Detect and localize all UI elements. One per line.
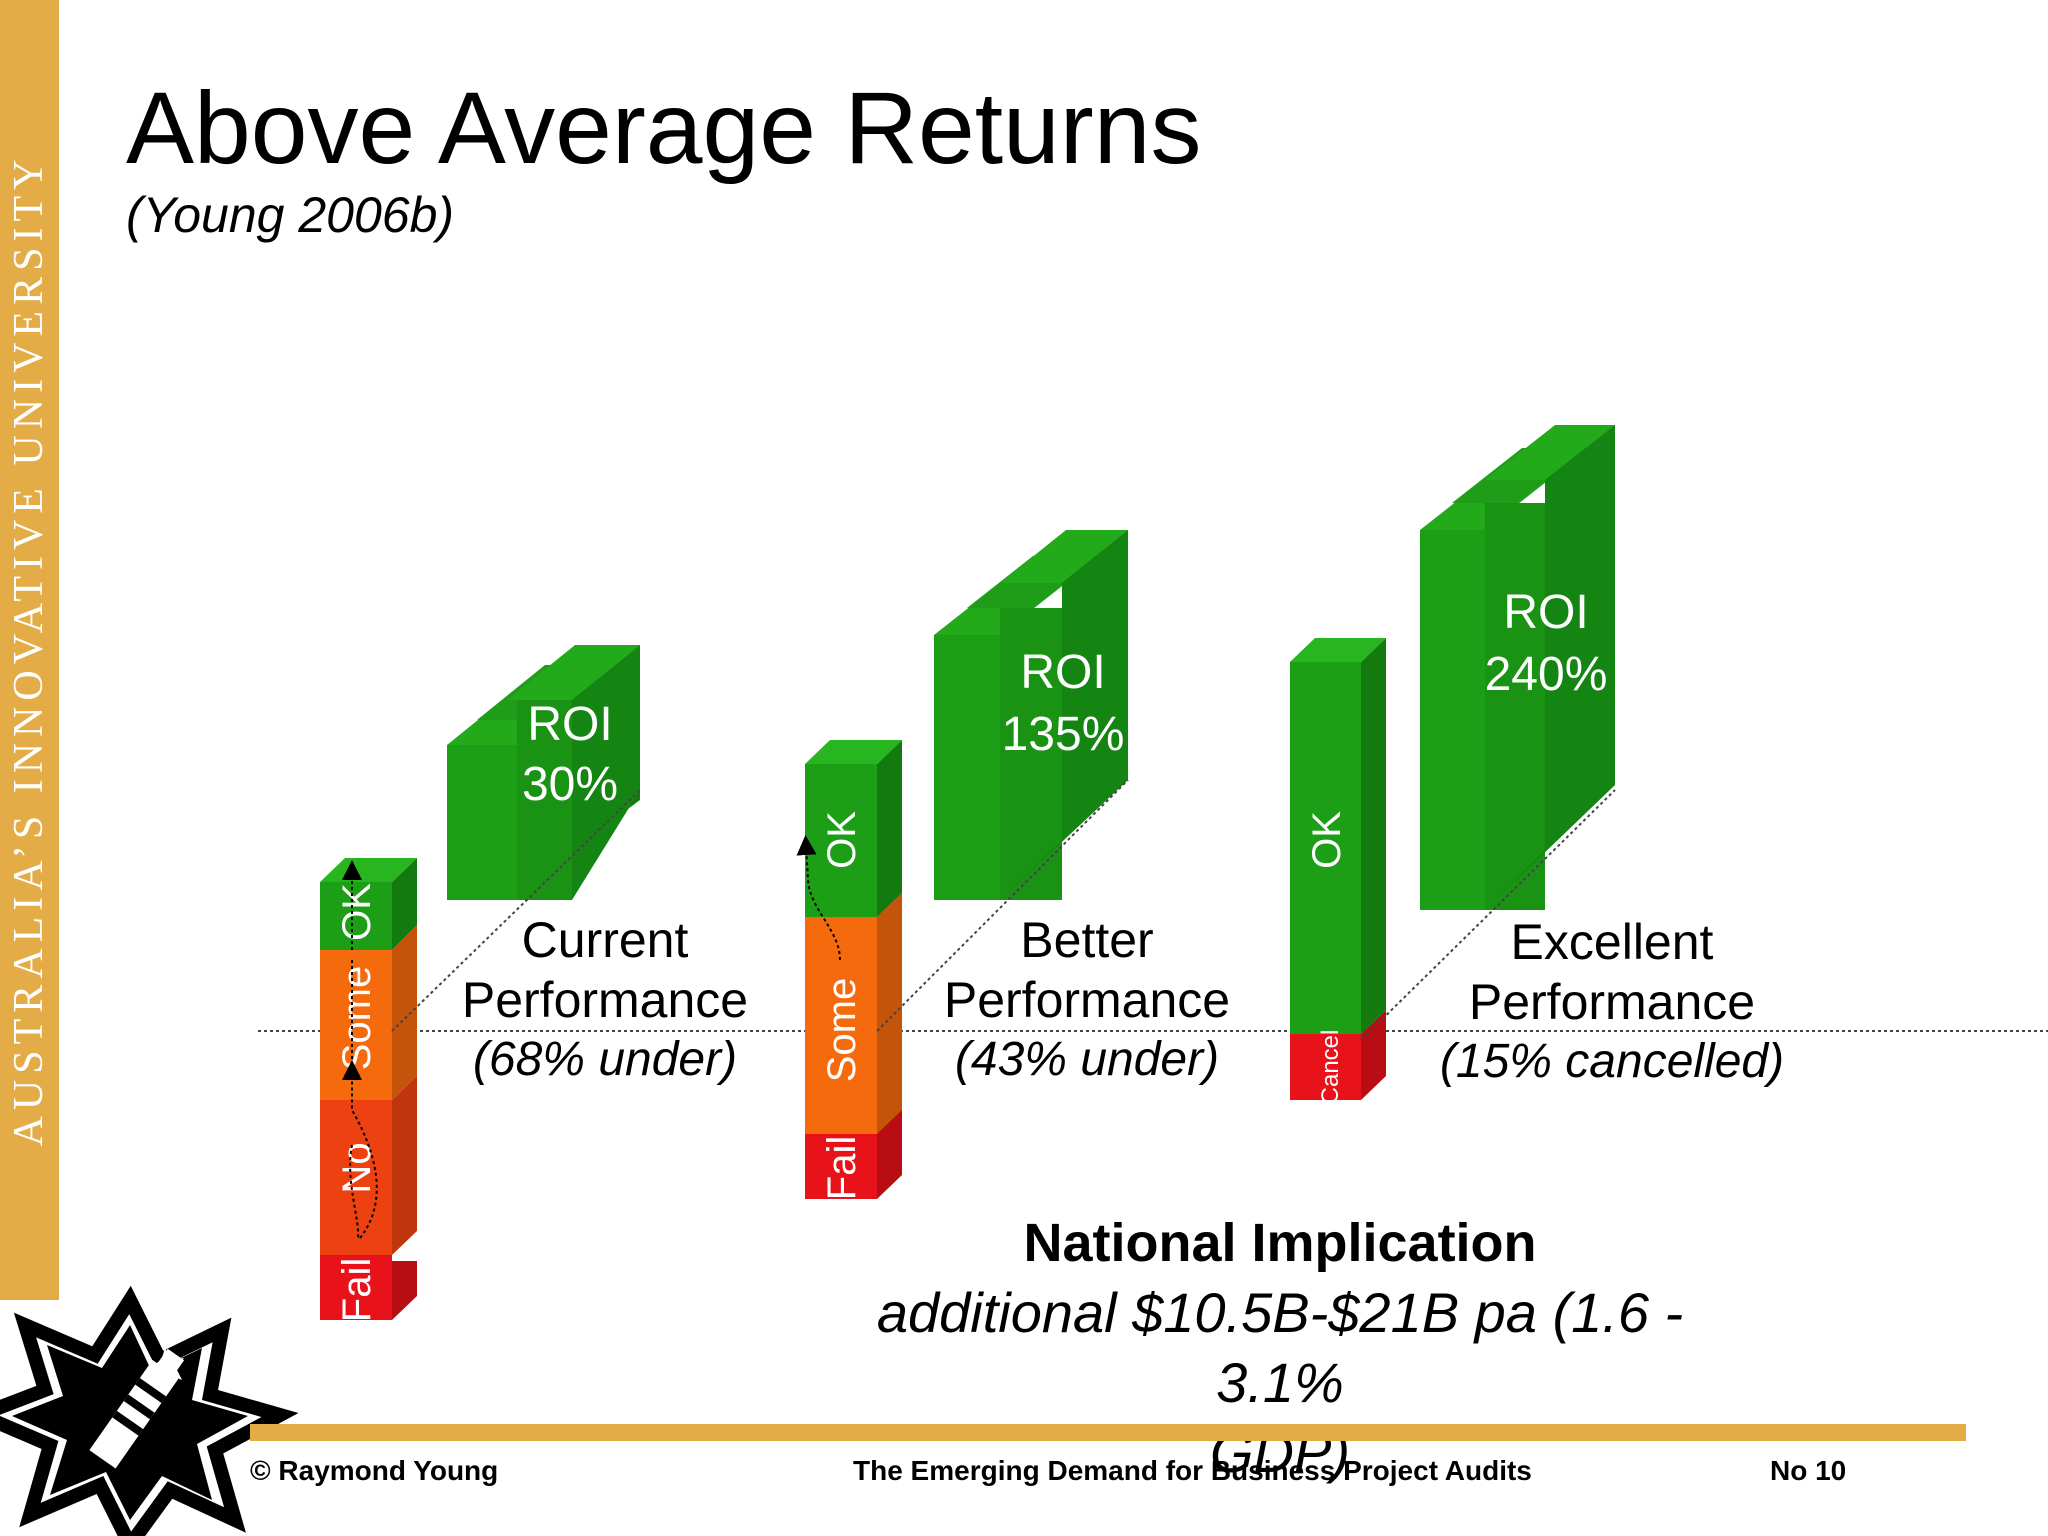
group-current-stack: Fail No Some OK <box>320 858 417 1322</box>
university-sidebar-band <box>0 0 59 1300</box>
segment-cancel-label: Cancel <box>1317 1030 1344 1105</box>
segment-ok-label: OK <box>335 883 379 941</box>
spark-icon <box>149 1348 184 1385</box>
segment-ok <box>1290 662 1361 1034</box>
group-current-label-line1: Current <box>521 912 689 968</box>
segment-ok-label: OK <box>820 811 864 869</box>
roi-value-current: 30% <box>522 758 618 811</box>
group-excellent-label-line1: Excellent <box>1510 914 1714 970</box>
group-excellent-label: Excellent Performance (15% cancelled) <box>1432 912 1792 1092</box>
group-better-roi-block: ROI 135% <box>876 530 1129 1032</box>
group-better-note: (43% under) <box>954 1033 1220 1086</box>
group-excellent-roi-block: ROI 240% <box>1360 425 1616 1041</box>
segment-ok-label: OK <box>1305 811 1349 869</box>
segment-no <box>320 1100 392 1255</box>
group-current-label-line2: Performance <box>461 972 749 1028</box>
group-excellent-note: (15% cancelled) <box>1439 1035 1785 1088</box>
link-line-current <box>391 789 641 1032</box>
segment-ok <box>320 882 392 950</box>
roi-label-current: ROI <box>527 698 612 751</box>
segment-ok-side <box>392 858 417 950</box>
national-implication-text: additional $10.5B-$21B pa (1.6 - 3.1% GD… <box>830 1278 1730 1488</box>
segment-some <box>805 917 877 1134</box>
arrow-some-to-ok <box>796 835 841 961</box>
segment-ok-side <box>877 740 902 917</box>
stack-top <box>1290 638 1386 662</box>
segment-some-side <box>392 925 417 1100</box>
group-excellent-stack: Cancel OK <box>1290 638 1386 1104</box>
segment-ok <box>805 764 877 917</box>
segment-cancel-side <box>1361 1010 1386 1100</box>
slide-subtitle: (Young 2006b) <box>126 187 455 243</box>
footer-author: © Raymond Young <box>250 1455 499 1486</box>
roi-label-excellent: ROI <box>1503 586 1588 639</box>
footer-talk-title: The Emerging Demand for Business Project… <box>853 1455 1532 1486</box>
footer-divider <box>250 1424 1966 1441</box>
national-implication-line1: additional $10.5B-$21B pa (1.6 - 3.1% <box>876 1281 1684 1414</box>
segment-fail-label: Fail <box>335 1258 379 1322</box>
group-current-note: (68% under) <box>472 1033 738 1086</box>
roi-value-better: 135% <box>1002 708 1125 761</box>
group-current-roi-block: ROI 30% <box>391 645 641 1032</box>
segment-cancel <box>1290 1034 1361 1100</box>
segment-fail <box>805 1134 877 1199</box>
arrow-no-to-some <box>342 1060 378 1239</box>
segment-some-label: Some <box>335 966 379 1071</box>
stack-top <box>805 740 902 764</box>
segment-no-label: No <box>335 1142 379 1193</box>
group-better-label-line1: Better <box>1020 912 1154 968</box>
segment-no-side <box>392 1076 417 1255</box>
footer-slide-number: No 10 <box>1770 1455 1847 1486</box>
link-line-better <box>876 779 1129 1032</box>
group-better-label: Better Performance (43% under) <box>937 910 1237 1090</box>
group-excellent-label-line2: Performance <box>1468 974 1756 1030</box>
segment-ok-side <box>1361 638 1386 1034</box>
segment-some-label: Some <box>820 978 864 1083</box>
segment-some-side <box>877 893 902 1134</box>
roi-value-excellent: 240% <box>1485 648 1608 701</box>
segment-fail <box>320 1255 392 1320</box>
roi-label-better: ROI <box>1020 646 1105 699</box>
slide-title: Above Average Returns <box>126 71 1202 185</box>
segment-fail-label: Fail <box>820 1136 864 1200</box>
link-line-excellent <box>1360 789 1616 1041</box>
national-implication-heading: National Implication <box>1023 1213 1537 1273</box>
group-better-label-line2: Performance <box>943 972 1231 1028</box>
university-star-logo <box>0 1285 299 1536</box>
group-better-stack: Fail Some OK <box>796 740 902 1200</box>
group-current-label: Current Performance (68% under) <box>455 910 755 1090</box>
